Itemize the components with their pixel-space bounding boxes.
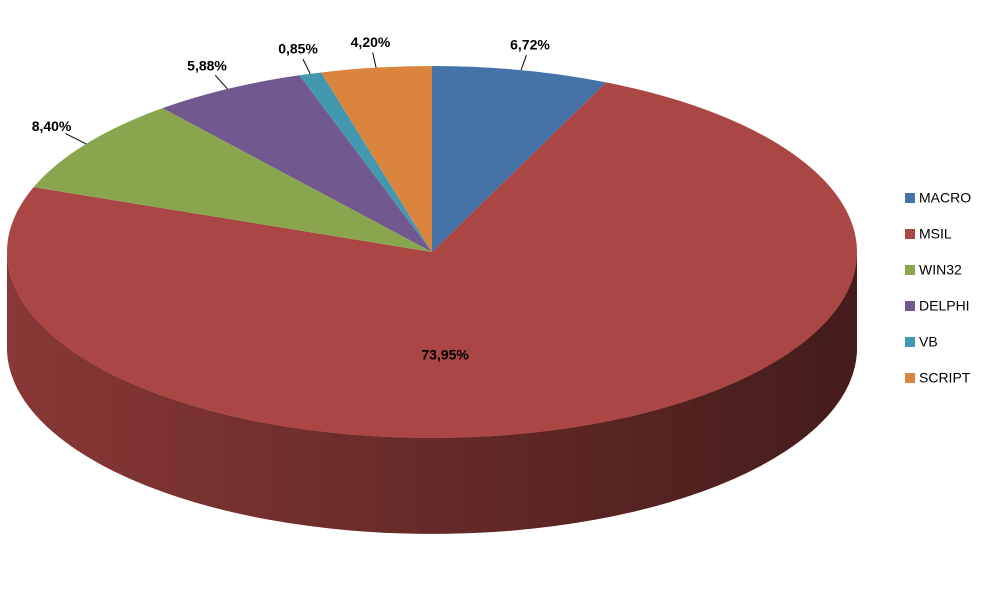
- legend-swatch: [905, 337, 915, 347]
- slice: [299, 72, 432, 252]
- slice: [432, 66, 607, 252]
- legend-label: VB: [919, 334, 938, 350]
- slice-side-shade: [7, 252, 857, 534]
- data-label: 5,88%: [187, 57, 227, 73]
- data-label: 73,95%: [421, 346, 469, 362]
- leader-line: [65, 132, 87, 145]
- leader-line: [214, 74, 228, 90]
- legend-label: WIN32: [919, 262, 962, 278]
- legend-label: MSIL: [919, 226, 952, 242]
- legend-label: MACRO: [919, 190, 971, 206]
- legend-swatch: [905, 193, 915, 203]
- data-label: 4,20%: [351, 34, 391, 50]
- slice: [33, 108, 433, 253]
- slice: [162, 75, 432, 252]
- legend-swatch: [905, 265, 915, 275]
- slice: [7, 82, 858, 439]
- data-label: 0,85%: [278, 41, 318, 57]
- slice: [321, 66, 432, 252]
- leader-line: [520, 55, 527, 71]
- leader-line: [302, 58, 311, 75]
- leader-line: [372, 52, 377, 68]
- legend-label: SCRIPT: [919, 370, 971, 386]
- legend-swatch: [905, 373, 915, 383]
- data-label: 6,72%: [510, 37, 550, 53]
- legend-swatch: [905, 229, 915, 239]
- legend-swatch: [905, 301, 915, 311]
- legend-label: DELPHI: [919, 298, 970, 314]
- data-label: 8,40%: [32, 118, 72, 134]
